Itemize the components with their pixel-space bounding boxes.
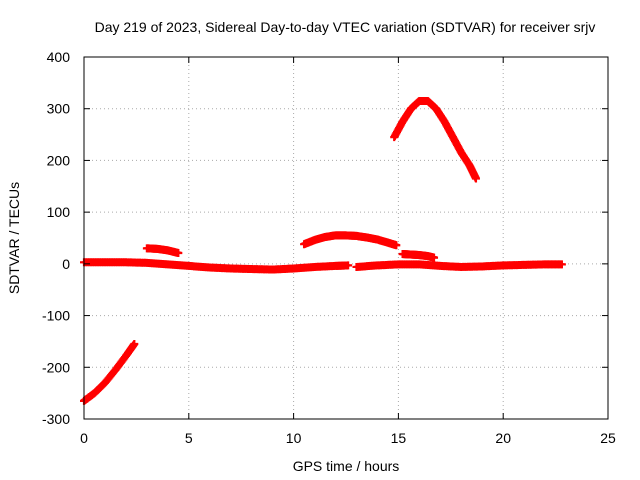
y-tick-label: 100 [47, 204, 71, 220]
y-tick-label: 200 [47, 152, 71, 168]
y-tick-label: -200 [42, 359, 70, 375]
data-point [344, 261, 353, 270]
data-point [392, 241, 401, 250]
data-segment [352, 260, 566, 271]
data-segment [80, 258, 353, 274]
data-point [557, 260, 566, 269]
x-tick-label: 20 [495, 430, 511, 446]
y-tick-label: -300 [42, 411, 70, 427]
x-axis-ticks: 0 5 10 15 20 25 [80, 57, 616, 446]
plot-frame [83, 56, 609, 420]
data-point [174, 248, 183, 257]
data-segment [300, 231, 401, 250]
x-axis-label: GPS time / hours [293, 458, 400, 474]
x-tick-label: 5 [185, 430, 193, 446]
x-tick-label: 0 [80, 430, 88, 446]
chart-title: Day 219 of 2023, Sidereal Day-to-day VTE… [95, 19, 596, 35]
data-point [430, 253, 439, 262]
y-tick-label: -100 [42, 308, 70, 324]
data-segment [390, 96, 480, 183]
x-tick-label: 10 [286, 430, 302, 446]
x-tick-label: 25 [600, 430, 616, 446]
data-segment [142, 244, 183, 257]
y-axis-label: SDTVAR / TECUs [6, 182, 22, 294]
y-tick-label: 400 [47, 49, 71, 65]
data-segment [80, 340, 139, 405]
y-axis-ticks: -300 -200 -100 0 100 200 300 400 [42, 49, 608, 427]
y-tick-label: 0 [62, 256, 70, 272]
y-tick-label: 300 [47, 101, 71, 117]
data-series [80, 96, 566, 405]
x-tick-label: 15 [391, 430, 407, 446]
data-point [471, 174, 480, 183]
data-segment [398, 250, 439, 262]
data-point [130, 340, 139, 349]
